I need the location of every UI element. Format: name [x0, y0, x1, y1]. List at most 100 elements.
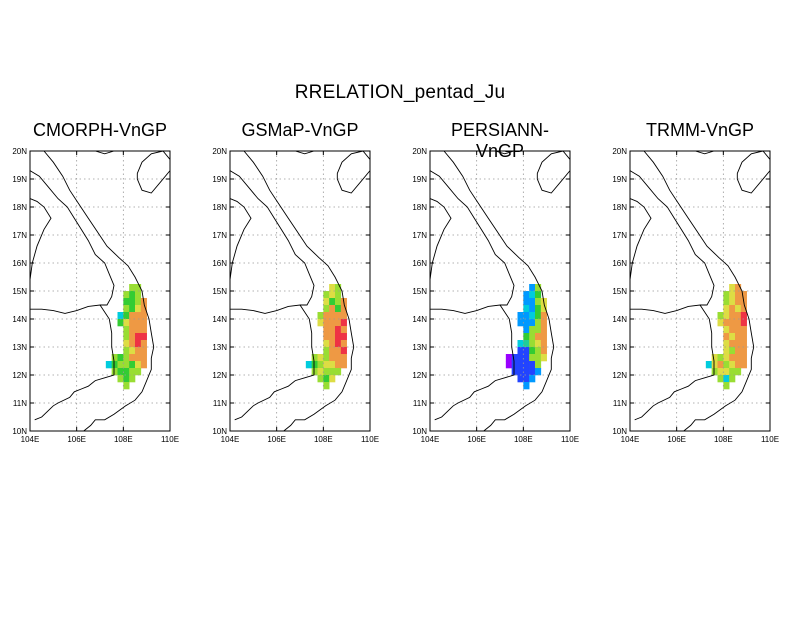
grid-cell: [723, 340, 730, 348]
grid-cell: [729, 312, 736, 320]
grid-cell: [740, 326, 747, 334]
grid-cell: [740, 291, 747, 299]
grid-cell: [311, 361, 318, 369]
grid-cell: [335, 326, 342, 334]
grid-cell: [735, 326, 742, 334]
grid-cell: [529, 333, 536, 341]
coastline: [443, 150, 555, 432]
grid-cell: [323, 312, 330, 320]
grid-cell: [117, 312, 124, 320]
grid-cell: [129, 333, 136, 341]
grid-cell: [135, 368, 142, 376]
lat-tick-label: 13N: [412, 343, 427, 352]
panel-title: CMORPH-VnGP: [32, 120, 167, 140]
lon-tick-label: 108E: [514, 435, 533, 444]
grid-cell: [535, 347, 542, 355]
panel-gsmap: GSMaP-VnGP 20N 19N 18N 17N 16N 15N 14N 13N 12N 11…: [212, 120, 430, 450]
grid-cell: [329, 340, 336, 348]
grid-cell: [129, 298, 136, 306]
grid-cell: [735, 312, 742, 320]
grid-cell: [123, 340, 130, 348]
grid-cell: [323, 354, 330, 362]
grid-cell: [535, 333, 542, 341]
grid-cell: [140, 340, 147, 348]
grid-cell: [735, 319, 742, 327]
lat-tick-label: 12N: [612, 371, 627, 380]
grid-cell: [729, 298, 736, 306]
grid-cell: [111, 361, 118, 369]
grid-cell: [717, 368, 724, 376]
grid-cell: [129, 347, 136, 355]
grid-cell: [523, 326, 530, 334]
grid-cell: [517, 312, 524, 320]
laos-border: [29, 170, 115, 306]
grid-cell: [717, 361, 724, 369]
grid-cell: [517, 368, 524, 376]
grid-cell: [129, 291, 136, 299]
grid-cell: [340, 333, 347, 341]
grid-cell: [135, 312, 142, 320]
grid-cell: [117, 368, 124, 376]
lon-tick-label: 110E: [361, 435, 379, 444]
grid-cell: [540, 312, 547, 320]
lat-tick-label: 14N: [612, 315, 627, 324]
grid-cell: [529, 375, 536, 383]
lon-tick-label: 104E: [421, 435, 440, 444]
lat-tick-label: 12N: [212, 371, 227, 380]
grid-cell: [323, 361, 330, 369]
grid-cell: [529, 298, 536, 306]
lat-tick-label: 13N: [12, 343, 27, 352]
grid-cell: [740, 361, 747, 369]
grid-cell: [711, 361, 718, 369]
hainan-island: [736, 150, 771, 194]
grid-cell: [535, 354, 542, 362]
grid-cell: [535, 340, 542, 348]
lat-tick-label: 15N: [12, 287, 27, 296]
grid-cell: [123, 354, 130, 362]
hainan-island: [536, 150, 571, 194]
grid-cell: [523, 382, 530, 390]
grid-cell: [723, 347, 730, 355]
lat-tick-label: 15N: [612, 287, 627, 296]
lat-tick-label: 20N: [12, 147, 27, 156]
grid-cell: [329, 326, 336, 334]
grid-cell: [323, 375, 330, 383]
lat-tick-label: 20N: [612, 147, 627, 156]
grid-cell: [540, 319, 547, 327]
grid-cell: [723, 298, 730, 306]
lat-tick-label: 10N: [412, 427, 427, 436]
grid-cell: [705, 361, 712, 369]
grid-cell: [529, 312, 536, 320]
lat-tick-label: 17N: [12, 231, 27, 240]
panel-title: GSMaP-VnGP: [241, 120, 359, 140]
coastline: [43, 150, 155, 432]
grid-cell: [323, 326, 330, 334]
grid-cell: [735, 284, 742, 292]
lat-tick-label: 16N: [212, 259, 227, 268]
grid-cell: [335, 368, 342, 376]
grid-cell: [535, 298, 542, 306]
grid-cell: [129, 284, 136, 292]
lat-tick-label: 15N: [412, 287, 427, 296]
grid-cell: [340, 340, 347, 348]
grid-cell: [540, 347, 547, 355]
grid-cell: [529, 326, 536, 334]
grid-cell: [135, 298, 142, 306]
figure-title: RRELATION_pentad_Ju: [292, 82, 508, 104]
lon-tick-label: 108E: [314, 435, 333, 444]
grid-cell: [505, 361, 512, 369]
lat-tick-label: 17N: [412, 231, 427, 240]
grid-cell: [740, 312, 747, 320]
thai-border: [29, 198, 52, 280]
laos-border: [429, 170, 515, 306]
lat-tick-label: 20N: [412, 147, 427, 156]
grid-cell: [123, 375, 130, 383]
grid-cell: [729, 326, 736, 334]
grid-cell: [317, 312, 324, 320]
grid-cell: [123, 333, 130, 341]
grid-cell: [105, 361, 112, 369]
grid-cell: [129, 319, 136, 327]
lat-tick-label: 19N: [12, 175, 27, 184]
grid-cell: [540, 354, 547, 362]
